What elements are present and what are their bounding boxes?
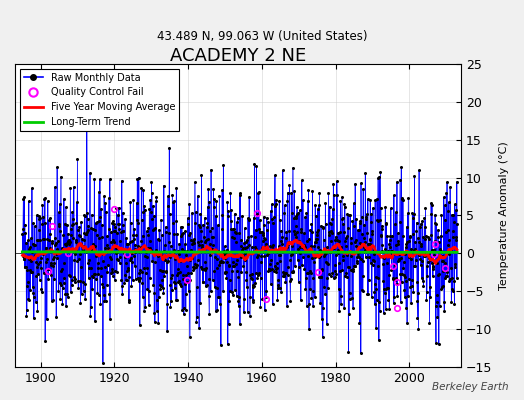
Y-axis label: Temperature Anomaly (°C): Temperature Anomaly (°C) bbox=[499, 141, 509, 290]
Text: 43.489 N, 99.063 W (United States): 43.489 N, 99.063 W (United States) bbox=[157, 30, 367, 43]
Legend: Raw Monthly Data, Quality Control Fail, Five Year Moving Average, Long-Term Tren: Raw Monthly Data, Quality Control Fail, … bbox=[20, 69, 179, 131]
Text: Berkeley Earth: Berkeley Earth bbox=[432, 382, 508, 392]
Title: ACADEMY 2 NE: ACADEMY 2 NE bbox=[170, 47, 306, 65]
